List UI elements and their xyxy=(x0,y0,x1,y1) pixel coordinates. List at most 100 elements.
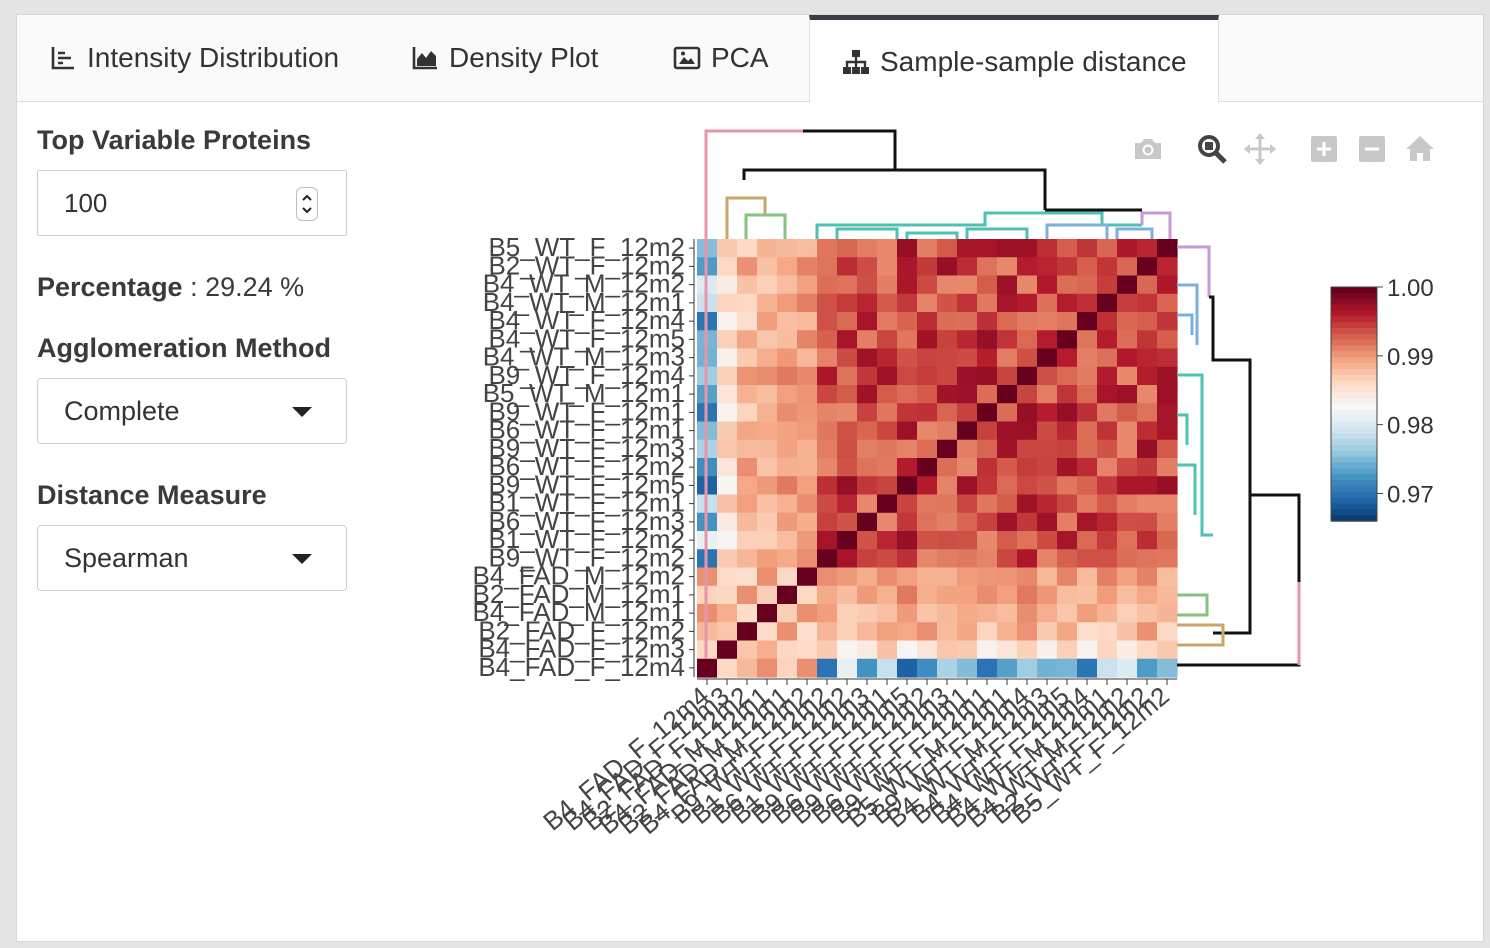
heatmap-cell xyxy=(717,476,738,496)
heatmap-cell xyxy=(1117,658,1138,678)
tab-pca[interactable]: PCA xyxy=(641,15,811,101)
number-stepper[interactable] xyxy=(296,187,318,221)
heatmap-cell xyxy=(977,421,998,441)
heatmap-cell xyxy=(857,658,878,678)
heatmap-cell xyxy=(1097,421,1118,441)
heatmap-cell xyxy=(857,293,878,313)
heatmap-cell xyxy=(717,366,738,386)
heatmap-cell xyxy=(997,385,1018,404)
heatmap-cell xyxy=(937,330,958,350)
heatmap-cell xyxy=(1157,567,1178,587)
heatmap-cell xyxy=(857,585,878,605)
heatmap-cell xyxy=(1037,421,1058,441)
heatmap-cell xyxy=(897,512,918,532)
heatmap-cell xyxy=(1057,458,1078,477)
heatmap-cell xyxy=(957,312,978,331)
heatmap-cell xyxy=(1117,421,1138,441)
heatmap-cell xyxy=(737,403,758,423)
heatmap-cell xyxy=(857,275,878,295)
y-tick-label: B2_FAD_M_12m1 xyxy=(473,579,685,609)
home-icon[interactable] xyxy=(1402,131,1438,167)
percentage-label: Percentage xyxy=(37,272,183,302)
heatmap-cell xyxy=(877,421,898,441)
heatmap-cell xyxy=(1037,622,1058,642)
heatmap-cell xyxy=(957,239,978,258)
heatmap-cell xyxy=(917,494,938,514)
dendrogram-branch xyxy=(1177,245,1211,297)
heatmap-cell xyxy=(937,293,958,313)
heatmap-cell xyxy=(797,257,818,277)
heatmap-cell xyxy=(877,275,898,295)
heatmap-cell xyxy=(1097,476,1118,496)
heatmap-cell xyxy=(717,257,738,277)
heatmap-cell xyxy=(777,622,798,642)
heatmap-cell xyxy=(737,330,758,350)
agglomeration-select[interactable]: Complete xyxy=(37,378,347,444)
heatmap-cell xyxy=(877,385,898,404)
zoom-out-icon[interactable] xyxy=(1354,131,1390,167)
colorbar-segment xyxy=(1331,421,1377,429)
heatmap-cell xyxy=(1017,658,1038,678)
heatmap-cell xyxy=(857,549,878,569)
heatmap-cell xyxy=(717,622,738,642)
heatmap-cell xyxy=(977,585,998,605)
heatmap-cell xyxy=(877,512,898,532)
heatmap-cell xyxy=(797,658,818,678)
heatmap-cell xyxy=(717,348,738,368)
heatmap-cell xyxy=(757,421,778,441)
top-variable-input[interactable]: 100 xyxy=(37,170,347,236)
heatmap-cell xyxy=(737,385,758,404)
distance-select[interactable]: Spearman xyxy=(37,525,347,591)
tab-sample-sample-distance[interactable]: Sample-sample distance xyxy=(809,15,1219,103)
pan-icon[interactable] xyxy=(1242,131,1278,167)
heatmap-cell xyxy=(917,366,938,386)
dendrogram-branch xyxy=(905,231,959,239)
colorbar-segment xyxy=(1331,368,1377,376)
zoom-in-icon[interactable] xyxy=(1306,131,1342,167)
heatmap-cell xyxy=(917,640,938,660)
heatmap-cell xyxy=(937,622,958,642)
heatmap-cell xyxy=(1077,458,1098,477)
heatmap-cell xyxy=(817,567,838,587)
camera-icon[interactable] xyxy=(1130,131,1166,167)
heatmap-cell xyxy=(777,421,798,441)
heatmap-cell xyxy=(917,439,938,459)
heatmap-cell xyxy=(877,312,898,331)
heatmap-cell xyxy=(1057,275,1078,295)
heatmap-cell xyxy=(1137,640,1158,660)
heatmap-cell xyxy=(1157,275,1178,295)
heatmap-cell xyxy=(977,658,998,678)
heatmap-cell xyxy=(737,585,758,605)
heatmap-cell xyxy=(1037,275,1058,295)
heatmap-cell xyxy=(977,348,998,368)
tab-intensity-distribution[interactable]: Intensity Distribution xyxy=(17,15,377,101)
heatmap-cell xyxy=(837,421,858,441)
heatmap-cell xyxy=(1097,312,1118,331)
heatmap-cell xyxy=(1037,439,1058,459)
heatmap-cell xyxy=(1137,257,1158,277)
heatmap-cell xyxy=(1017,385,1038,404)
colorbar-segment xyxy=(1331,444,1377,452)
heatmap-cell xyxy=(1117,494,1138,514)
colorbar-segment xyxy=(1331,322,1377,329)
y-tick-label: B4_FAD_M_12m1 xyxy=(473,597,685,627)
heatmap-cell xyxy=(737,439,758,459)
heatmap-chart[interactable]: B5_WT_F_12m2B2_WT_F_12m2B4_WT_M_12m2B4_W… xyxy=(17,15,1483,941)
heatmap-cell xyxy=(857,385,878,404)
dendrogram-branch xyxy=(725,196,767,239)
heatmap-cell xyxy=(937,476,958,496)
heatmap-cell xyxy=(757,549,778,569)
heatmap-cell xyxy=(1097,658,1118,678)
dendrogram-branch xyxy=(1045,223,1109,239)
heatmap-cell xyxy=(737,257,758,277)
heatmap-cell xyxy=(717,385,738,404)
heatmap-cell xyxy=(817,585,838,605)
heatmap-cell xyxy=(717,239,738,258)
zoom-icon[interactable] xyxy=(1194,131,1230,167)
heatmap-cell xyxy=(997,275,1018,295)
colorbar-segment xyxy=(1331,468,1377,475)
colorbar-segment xyxy=(1331,515,1377,522)
tab-density-plot[interactable]: Density Plot xyxy=(379,15,639,101)
dendrogram-branch xyxy=(1177,283,1199,345)
heatmap-cell xyxy=(1137,239,1158,258)
